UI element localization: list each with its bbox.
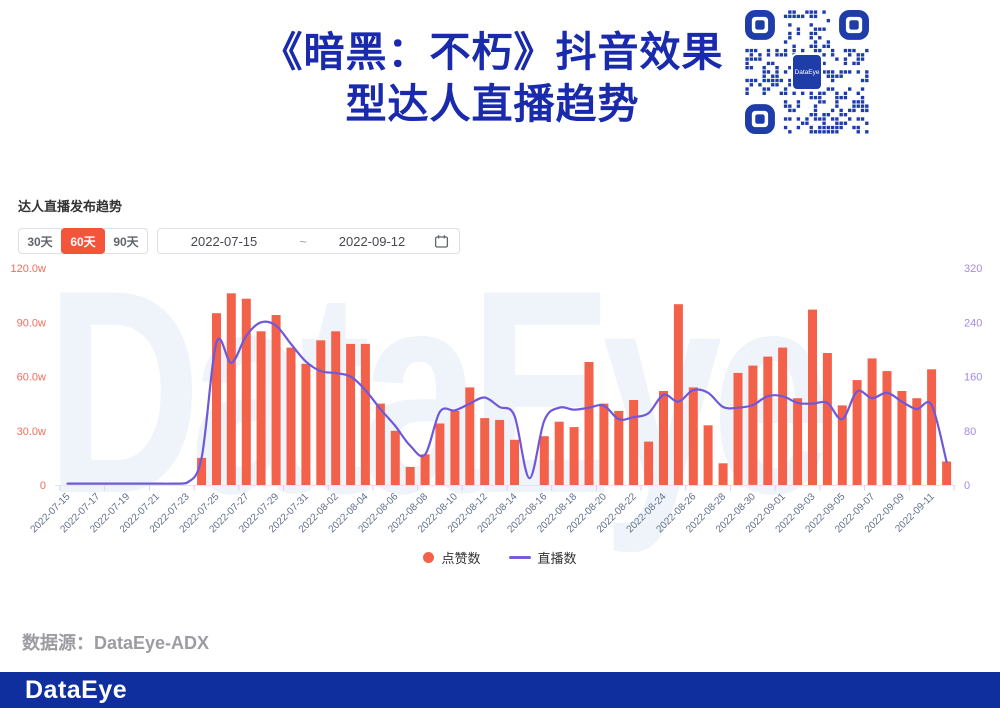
right-axis-tick-label: 160 <box>964 372 982 384</box>
title-line-1: 《暗黑：不朽》抖音效果 <box>261 29 724 75</box>
footer-bar: DataEye <box>0 672 1000 708</box>
likes-bar <box>822 353 832 485</box>
likes-bar <box>465 387 475 486</box>
likes-bar <box>808 309 817 485</box>
streams-line-series <box>66 320 948 485</box>
likes-bar <box>569 427 579 485</box>
likes-bar <box>420 454 430 485</box>
likes-bar <box>867 358 877 485</box>
date-range-separator: ~ <box>299 233 307 249</box>
legend-label-likes: 点赞数 <box>441 551 481 566</box>
likes-bar <box>271 315 281 485</box>
left-axis-tick-label: 120.0w <box>11 263 47 275</box>
likes-bar <box>897 391 907 485</box>
likes-bar <box>882 371 892 485</box>
likes-bar <box>197 457 207 485</box>
right-axis-tick-label: 320 <box>964 263 982 275</box>
date-range-picker[interactable]: 2022-07-15 ~ 2022-09-12 <box>157 228 460 254</box>
range-button-60d[interactable]: 60天 <box>61 228 105 254</box>
trend-chart: 120.0w90.0w60.0w30.0w03202401608002022-0… <box>11 263 983 535</box>
likes-bar <box>480 418 490 485</box>
likes-bars-series <box>197 293 952 486</box>
legend-label-streams: 直播数 <box>537 551 577 566</box>
likes-bar <box>942 461 952 485</box>
left-axis-tick-label: 0 <box>40 480 46 492</box>
likes-bar <box>852 380 862 485</box>
legend-item-likes[interactable]: 点赞数 <box>423 548 481 567</box>
likes-bar <box>316 340 326 485</box>
right-axis-tick-label: 240 <box>964 317 982 329</box>
likes-bar <box>360 343 370 485</box>
right-axis-tick-label: 80 <box>964 426 976 438</box>
date-to-value[interactable]: 2022-09-12 <box>338 233 406 249</box>
likes-bar <box>286 347 296 485</box>
date-from-value[interactable]: 2022-07-15 <box>190 233 258 249</box>
likes-bar <box>554 421 564 485</box>
likes-bar <box>256 331 266 485</box>
report-title: 《暗黑：不朽》抖音效果 型达人直播趋势 <box>0 26 985 130</box>
likes-bar <box>435 423 445 485</box>
likes-bar <box>614 410 624 485</box>
likes-bar <box>599 403 609 485</box>
title-line-2: 型达人直播趋势 <box>345 81 640 127</box>
likes-bar <box>659 391 668 485</box>
likes-bar <box>837 405 847 485</box>
likes-bar <box>346 343 356 485</box>
likes-bar <box>405 466 415 485</box>
left-axis-tick-label: 90.0w <box>17 317 46 329</box>
section-title: 达人直播发布趋势 <box>18 199 123 214</box>
streams-line-icon <box>508 556 531 559</box>
left-axis-tick-label: 30.0w <box>17 426 46 438</box>
right-axis-tick-label: 0 <box>964 480 970 492</box>
qr-center-label: DataEye <box>795 69 820 76</box>
likes-bar <box>584 362 594 485</box>
calendar-icon[interactable] <box>434 234 449 249</box>
likes-bar <box>748 365 758 485</box>
likes-bar <box>733 372 743 485</box>
likes-bar <box>510 439 519 485</box>
range-button-90d[interactable]: 90天 <box>104 228 148 254</box>
likes-bar <box>390 430 400 486</box>
legend-item-streams[interactable]: 直播数 <box>508 548 577 567</box>
likes-bar <box>331 331 341 485</box>
qr-code: DataEye <box>744 9 869 134</box>
left-axis-tick-label: 60.0w <box>17 372 46 384</box>
likes-bar <box>927 369 937 485</box>
data-source-note: 数据源：DataEye-ADX <box>22 633 210 653</box>
likes-bar <box>912 398 922 485</box>
likes-bar <box>644 441 654 485</box>
qr-code-image: DataEye <box>744 9 869 134</box>
likes-bar <box>375 403 385 485</box>
likes-bar <box>778 347 788 485</box>
likes-bar <box>718 463 728 485</box>
likes-bar <box>212 313 221 485</box>
likes-dot-icon <box>423 552 435 563</box>
dataeye-logo: DataEye <box>25 675 128 704</box>
likes-bar <box>703 425 713 485</box>
likes-bar <box>241 298 251 485</box>
likes-bar <box>763 356 773 485</box>
likes-bar <box>793 398 803 485</box>
likes-bar <box>539 436 549 485</box>
date-range-button-group: 30天 60天 90天 <box>18 228 148 254</box>
likes-bar <box>301 363 311 485</box>
likes-bar <box>495 419 505 485</box>
likes-bar <box>673 304 683 485</box>
likes-bar <box>629 400 639 485</box>
chart-legend: 点赞数 直播数 <box>0 548 1000 567</box>
likes-bar <box>450 410 460 485</box>
range-button-30d[interactable]: 30天 <box>18 228 62 254</box>
likes-bar <box>688 387 698 486</box>
likes-bar <box>226 293 236 485</box>
